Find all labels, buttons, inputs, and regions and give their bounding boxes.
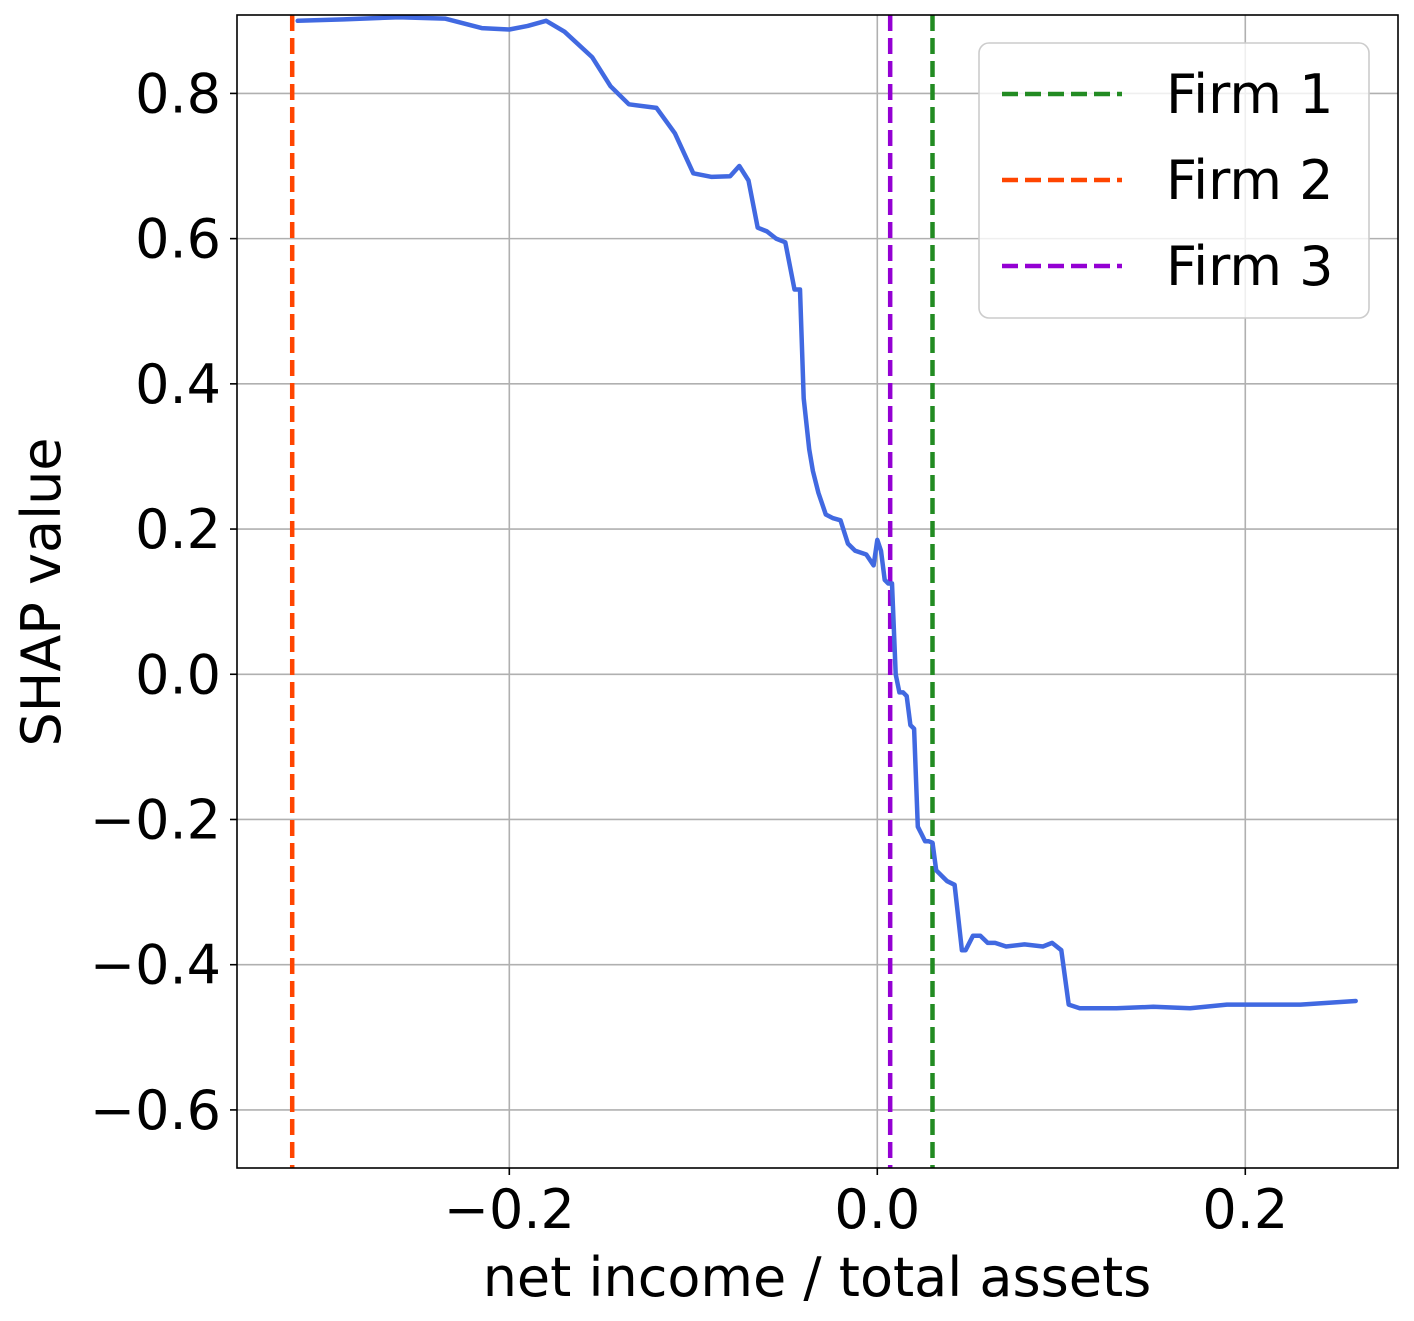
- legend-label-firm-1: Firm 1: [1166, 63, 1334, 126]
- legend-label-firm-3: Firm 3: [1166, 235, 1334, 298]
- x-tick-label: 0.2: [1202, 1178, 1288, 1241]
- legend-entries: Firm 1 Firm 2 Firm 3: [1002, 63, 1334, 298]
- y-tick-label: 0.4: [135, 353, 221, 416]
- y-tick-label: 0.0: [135, 643, 221, 706]
- shap-series-line: [295, 15, 1358, 1011]
- y-tick-label: 0.2: [135, 498, 221, 561]
- plot-frame: [236, 14, 1399, 1169]
- y-tick-label: −0.4: [90, 934, 221, 997]
- y-tick-label: 0.6: [135, 208, 221, 271]
- x-tick-label: −0.2: [444, 1178, 575, 1241]
- legend-box: [978, 42, 1370, 319]
- y-axis-label: SHAP value: [10, 437, 73, 746]
- x-axis-label: net income / total assets: [483, 1246, 1152, 1309]
- series-layer: [295, 15, 1358, 1011]
- axis-ticks: −0.2 0.0 0.2 0.8 0.6 0.4 0.2 0.0 −0.2 −0.4 −0.6: [90, 62, 1288, 1241]
- legend-label-firm-2: Firm 2: [1166, 149, 1334, 212]
- plot-clip: [289, 15, 1358, 1168]
- y-tick-label: 0.8: [135, 62, 221, 125]
- x-tick-label: 0.0: [834, 1178, 920, 1241]
- y-tick-label: −0.6: [90, 1079, 221, 1142]
- y-tick-label: −0.2: [90, 788, 221, 851]
- legend: Firm 1 Firm 2 Firm 3: [978, 42, 1370, 319]
